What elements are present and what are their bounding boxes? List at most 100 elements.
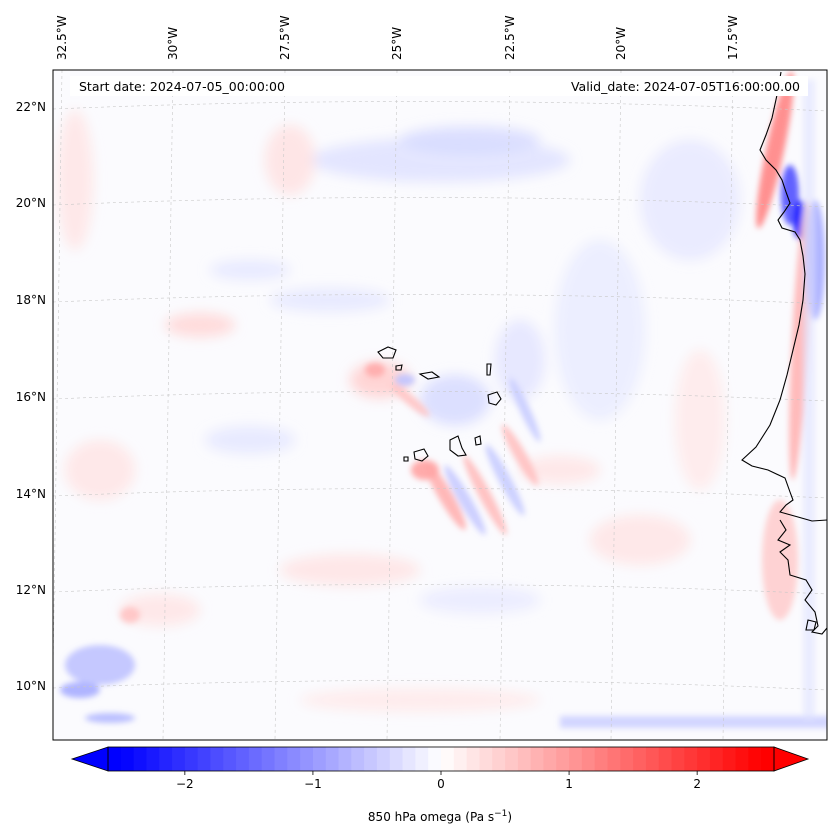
- colorbar-segment: [633, 747, 647, 771]
- field-blob: [165, 313, 235, 337]
- field-blob: [205, 426, 295, 454]
- colorbar-segment: [581, 747, 596, 771]
- field-blob: [57, 110, 93, 250]
- omega-smooth-field: [57, 110, 740, 712]
- meridian-gridline: [162, 70, 174, 740]
- colorbar-tick-label: −1: [304, 777, 322, 791]
- field-blob: [555, 240, 645, 420]
- latitude-label: 20°N: [16, 196, 46, 210]
- colorbar-segment: [120, 747, 135, 771]
- colorbar-segment: [466, 747, 480, 771]
- longitude-label: 25°W: [390, 27, 404, 60]
- colorbar-segment: [735, 747, 749, 771]
- colorbar: −2 −1 0 1 2: [70, 746, 810, 791]
- meridian-gridline: [386, 70, 398, 740]
- parallel-gridline: [53, 584, 827, 595]
- colorbar-segment: [261, 747, 275, 771]
- colorbar-max-extend: [773, 746, 810, 772]
- field-blob: [675, 350, 725, 490]
- latitude-label: 10°N: [16, 679, 46, 693]
- colorbar-tick-label: −2: [176, 777, 194, 791]
- colorbar-segment: [364, 747, 378, 771]
- field-streak: [501, 424, 539, 486]
- field-blob: [300, 688, 540, 712]
- santiago-island: [449, 435, 467, 457]
- field-streak: [509, 378, 541, 442]
- colorbar-segment: [517, 747, 532, 771]
- colorbar-segment: [184, 747, 199, 771]
- colorbar-segment: [312, 747, 327, 771]
- colorbar-segment: [505, 747, 519, 771]
- field-blob: [280, 554, 420, 586]
- start-date-label: Start date: 2024-07-05_00:00:00: [79, 79, 285, 94]
- colorbar-tick-label: 1: [565, 777, 573, 791]
- field-blob: [520, 456, 600, 484]
- valid-date-label: Valid_date: 2024-07-05T16:00:00.00: [571, 79, 800, 94]
- colorbar-segment: [402, 747, 416, 771]
- parallel-gridline: [53, 680, 827, 691]
- colorbar-segment: [684, 747, 698, 771]
- field-blob: [420, 586, 540, 614]
- colorbar-segment: [658, 747, 673, 771]
- gridlines: [53, 70, 827, 740]
- field-blob: [210, 260, 290, 280]
- meridian-gridline: [53, 70, 63, 694]
- brava-island: [403, 456, 409, 462]
- colorbar-segment: [300, 747, 314, 771]
- colorbar-segment: [159, 747, 173, 771]
- longitude-label: 30°W: [166, 27, 180, 60]
- colorbar-segment: [671, 747, 685, 771]
- colorbar-segment: [594, 747, 608, 771]
- colorbar-segment: [748, 747, 762, 771]
- colorbar-segment: [274, 747, 288, 771]
- coastlines: [741, 71, 827, 635]
- longitude-label: 20°W: [614, 27, 628, 60]
- colorbar-segment: [146, 747, 160, 771]
- field-streak: [560, 716, 827, 728]
- colorbar-segment: [287, 747, 301, 771]
- colorbar-segment: [172, 747, 186, 771]
- longitude-label: 22.5°W: [503, 15, 517, 60]
- colorbar-segment: [325, 747, 340, 771]
- field-blob: [120, 594, 200, 626]
- field-blob: [265, 125, 315, 195]
- maio-island: [474, 435, 482, 446]
- parallel-gridline: [53, 294, 827, 305]
- colorbar-segment: [761, 747, 775, 771]
- field-streak: [65, 645, 135, 685]
- field-streak: [762, 500, 798, 620]
- longitude-label: 32.5°W: [55, 15, 69, 60]
- field-streak: [85, 713, 135, 723]
- colorbar-segment: [428, 747, 442, 771]
- latitude-label: 12°N: [16, 583, 46, 597]
- colorbar-segment: [620, 747, 634, 771]
- fogo-island: [413, 448, 429, 462]
- colorbar-segment: [709, 747, 724, 771]
- colorbar-segment: [556, 747, 570, 771]
- longitude-label: 17.5°W: [726, 15, 740, 60]
- colorbar-segment: [645, 747, 660, 771]
- date-header-box: [70, 76, 808, 96]
- field-streak: [444, 465, 486, 535]
- africa-coastline: [741, 71, 827, 522]
- colorbar-segment: [133, 747, 147, 771]
- field-streak: [411, 460, 439, 480]
- colorbar-segment: [223, 747, 237, 771]
- colorbar-segment: [351, 747, 365, 771]
- field-blob: [590, 515, 690, 565]
- field-streak: [365, 363, 385, 377]
- meridian-gridline: [610, 70, 622, 740]
- colorbar-segment: [543, 747, 557, 771]
- field-streak: [463, 455, 507, 535]
- colorbar-segment: [492, 747, 506, 771]
- field-streak: [485, 444, 525, 516]
- sao-vicente-island: [395, 364, 403, 371]
- colorbar-segment: [697, 747, 711, 771]
- map-frame: [52, 69, 828, 741]
- sao-nicolau-island: [418, 371, 441, 380]
- colorbar-segment: [236, 747, 250, 771]
- field-blob: [495, 320, 545, 400]
- parallel-gridline: [53, 391, 827, 402]
- latitude-label: 14°N: [16, 487, 46, 501]
